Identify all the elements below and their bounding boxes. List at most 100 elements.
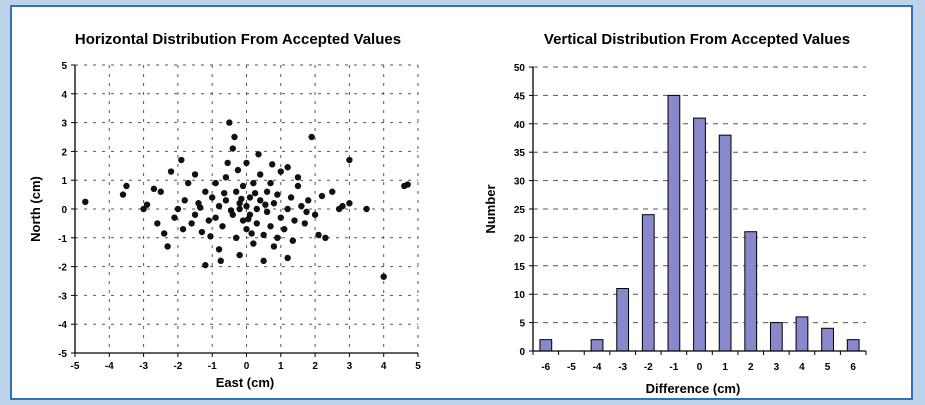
scatter-point (270, 200, 278, 207)
scatter-point (281, 225, 288, 233)
bar-x-tick-label: -2 (644, 362, 653, 373)
scatter-y-tick-label: -5 (58, 349, 67, 360)
scatter-x-tick-label: 0 (244, 361, 250, 372)
scatter-point (267, 179, 274, 187)
scatter-point (226, 119, 233, 126)
scatter-point (315, 231, 322, 239)
scatter-point (219, 223, 226, 230)
bar-x-tick-label: -3 (618, 362, 627, 373)
bar (718, 134, 732, 352)
bar (590, 339, 604, 352)
scatter-y-tick-label: 0 (61, 205, 67, 216)
scatter-y-tick-label: 4 (61, 90, 67, 101)
scatter-point (221, 189, 228, 197)
bar-y-axis-label: Number (483, 184, 498, 233)
scatter-point (260, 231, 267, 239)
scatter-point (233, 188, 240, 195)
scatter-point (277, 168, 284, 175)
scatter-point (233, 234, 240, 241)
bar-x-tick-label: -1 (669, 362, 678, 373)
scatter-point (231, 133, 238, 141)
scatter-point (246, 194, 254, 201)
scatter-title: Horizontal Distribution From Accepted Va… (75, 31, 401, 48)
bar-y-tick-label: 0 (519, 347, 525, 358)
scatter-point (263, 188, 271, 195)
scatter-point (274, 191, 281, 198)
scatter-x-axis-label: East (cm) (216, 375, 275, 390)
bar-y-tick-label: 50 (514, 63, 526, 74)
scatter-point (250, 240, 257, 247)
scatter-point (260, 257, 267, 265)
bar-y-tick-label: 15 (514, 262, 526, 273)
bar-y-tick-label: 25 (514, 205, 526, 216)
bar-y-tick-label: 40 (514, 120, 526, 131)
scatter-point (215, 246, 223, 253)
scatter-x-tick-label: -1 (208, 361, 217, 372)
scatter-point (269, 161, 276, 168)
bar-x-tick-label: 4 (799, 362, 805, 373)
scatter-y-tick-label: -3 (58, 291, 67, 302)
scatter-y-tick-label: 5 (61, 61, 67, 72)
bar-x-tick-label: -6 (541, 362, 550, 373)
scatter-point (251, 189, 259, 197)
scatter-point (298, 202, 305, 210)
scatter-point (253, 205, 260, 213)
scatter-point (289, 237, 297, 244)
scatter-point (318, 192, 326, 200)
scatter-y-axis-label: North (cm) (28, 176, 43, 242)
scatter-point (191, 171, 199, 178)
scatter-point (222, 174, 230, 181)
scatter-point (294, 174, 302, 181)
bar-x-axis-label: Difference (cm) (646, 381, 741, 396)
scatter-x-tick-label: -3 (139, 361, 148, 372)
scatter-point (287, 194, 295, 201)
scatter-point (380, 273, 387, 280)
scatter-point (262, 201, 269, 208)
scatter-y-tick-label: -1 (58, 234, 67, 245)
scatter-y-tick-label: -4 (58, 320, 67, 331)
scatter-point (329, 188, 336, 195)
scatter-point (243, 225, 250, 233)
scatter-point (303, 208, 310, 216)
scatter-x-tick-label: 3 (347, 361, 353, 372)
bar-x-tick-label: 1 (722, 362, 728, 373)
scatter-point (267, 223, 274, 230)
scatter-point (301, 220, 309, 227)
scatter-point (277, 214, 284, 221)
scatter-point (202, 188, 209, 195)
scatter-point (239, 182, 247, 190)
scatter-point (270, 243, 278, 250)
scatter-point (291, 217, 298, 224)
bar-x-tick-label: 6 (850, 362, 856, 373)
scatter-x-tick-label: -5 (71, 361, 80, 372)
scatter-point (164, 243, 171, 250)
scatter-point (202, 261, 209, 269)
scatter-point (311, 211, 319, 218)
bar (795, 316, 809, 352)
scatter-point (171, 214, 178, 221)
scatter-x-tick-label: 2 (312, 361, 318, 372)
scatter-point (160, 230, 168, 237)
scatter-point (346, 156, 353, 164)
bar (769, 322, 783, 352)
scatter-point (243, 159, 250, 167)
bar-x-tick-label: 2 (748, 362, 754, 373)
scatter-point (253, 220, 260, 227)
scatter-point (236, 205, 243, 213)
scatter-point (150, 185, 158, 193)
scatter-point (236, 251, 243, 259)
scatter-plot: -5 -4 -3 -2 -1 0 1 2 3 4 5 -5 -4 -3 -2 -1 0 1 2 3 4 5 (58, 61, 421, 372)
scatter-x-tick-label: -2 (173, 361, 182, 372)
scatter-x-tick-label: 4 (381, 361, 387, 372)
scatter-point (239, 217, 247, 224)
bar (539, 339, 553, 352)
scatter-point (229, 145, 236, 152)
scatter-point (154, 220, 161, 227)
bar-y-tick-label: 45 (514, 91, 526, 102)
scatter-x-tick-label: 1 (278, 361, 284, 372)
scatter-point (205, 217, 212, 224)
bar-y-tick-label: 5 (519, 319, 525, 330)
bar-title: Vertical Distribution From Accepted Valu… (544, 31, 850, 48)
